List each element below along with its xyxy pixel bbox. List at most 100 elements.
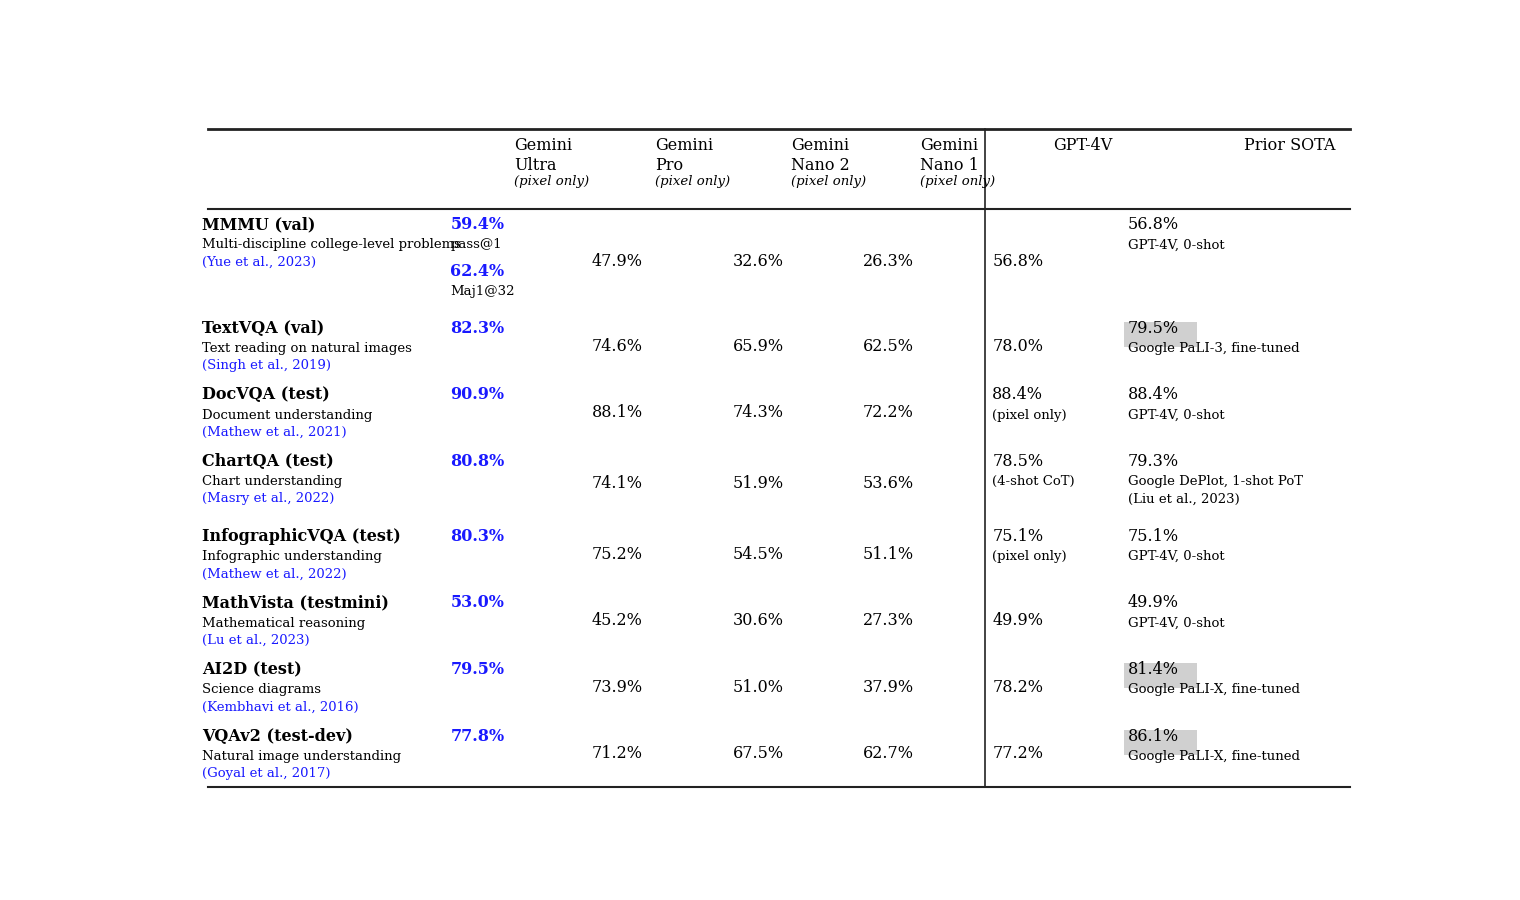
Text: Gemini
Ultra: Gemini Ultra <box>514 137 572 174</box>
Text: 78.2%: 78.2% <box>993 679 1043 696</box>
FancyBboxPatch shape <box>1125 663 1198 688</box>
Text: 72.2%: 72.2% <box>863 404 914 421</box>
Text: Gemini
Nano 2: Gemini Nano 2 <box>790 137 850 174</box>
Text: Mathematical reasoning: Mathematical reasoning <box>202 616 365 630</box>
Text: TextVQA (val): TextVQA (val) <box>202 320 324 337</box>
Text: (pixel only): (pixel only) <box>921 176 996 188</box>
Text: Infographic understanding: Infographic understanding <box>202 550 382 563</box>
Text: 51.0%: 51.0% <box>733 679 784 696</box>
Text: Gemini
Pro: Gemini Pro <box>655 137 713 174</box>
Text: 56.8%: 56.8% <box>993 253 1043 270</box>
Text: (pixel only): (pixel only) <box>655 176 731 188</box>
Text: 78.0%: 78.0% <box>993 338 1043 355</box>
Text: (Masry et al., 2022): (Masry et al., 2022) <box>202 492 334 506</box>
Text: 32.6%: 32.6% <box>733 253 784 270</box>
FancyBboxPatch shape <box>1125 322 1198 346</box>
Text: 75.1%: 75.1% <box>1128 528 1180 544</box>
Text: 67.5%: 67.5% <box>733 745 784 762</box>
Text: Science diagrams: Science diagrams <box>202 683 321 697</box>
Text: (Mathew et al., 2022): (Mathew et al., 2022) <box>202 567 347 580</box>
Text: 77.8%: 77.8% <box>450 727 505 744</box>
Text: 53.6%: 53.6% <box>863 475 914 492</box>
Text: 27.3%: 27.3% <box>863 612 914 629</box>
Text: 62.7%: 62.7% <box>863 745 914 762</box>
Text: ChartQA (test): ChartQA (test) <box>202 453 333 470</box>
Text: 51.1%: 51.1% <box>863 545 914 562</box>
Text: 79.5%: 79.5% <box>450 661 505 678</box>
Text: (pixel only): (pixel only) <box>993 550 1067 563</box>
FancyBboxPatch shape <box>1125 730 1198 754</box>
Text: 90.9%: 90.9% <box>450 386 505 403</box>
Text: Gemini
Nano 1: Gemini Nano 1 <box>921 137 979 174</box>
Text: 37.9%: 37.9% <box>863 679 914 696</box>
Text: 62.5%: 62.5% <box>863 338 914 355</box>
Text: (4-shot CoT): (4-shot CoT) <box>993 475 1075 488</box>
Text: GPT-4V, 0-shot: GPT-4V, 0-shot <box>1128 616 1224 630</box>
Text: (Liu et al., 2023): (Liu et al., 2023) <box>1128 492 1239 506</box>
Text: GPT-4V, 0-shot: GPT-4V, 0-shot <box>1128 409 1224 421</box>
Text: 47.9%: 47.9% <box>591 253 643 270</box>
Text: GPT-4V, 0-shot: GPT-4V, 0-shot <box>1128 238 1224 251</box>
Text: 51.9%: 51.9% <box>733 475 784 492</box>
Text: VQAv2 (test-dev): VQAv2 (test-dev) <box>202 727 353 744</box>
Text: (Lu et al., 2023): (Lu et al., 2023) <box>202 634 310 647</box>
Text: 56.8%: 56.8% <box>1128 216 1180 233</box>
Text: 80.8%: 80.8% <box>450 453 505 470</box>
Text: InfographicVQA (test): InfographicVQA (test) <box>202 528 401 544</box>
Text: Text reading on natural images: Text reading on natural images <box>202 342 412 356</box>
Text: 53.0%: 53.0% <box>450 595 505 611</box>
Text: Google PaLI-X, fine-tuned: Google PaLI-X, fine-tuned <box>1128 683 1300 697</box>
Text: Natural image understanding: Natural image understanding <box>202 750 401 762</box>
Text: (Singh et al., 2019): (Singh et al., 2019) <box>202 359 331 373</box>
Text: 73.9%: 73.9% <box>591 679 643 696</box>
Text: AI2D (test): AI2D (test) <box>202 661 301 678</box>
Text: 75.2%: 75.2% <box>591 545 643 562</box>
Text: GPT-4V, 0-shot: GPT-4V, 0-shot <box>1128 550 1224 563</box>
Text: 79.3%: 79.3% <box>1128 453 1180 470</box>
Text: 86.1%: 86.1% <box>1128 727 1180 744</box>
Text: 54.5%: 54.5% <box>733 545 784 562</box>
Text: (pixel only): (pixel only) <box>993 409 1067 421</box>
Text: MathVista (testmini): MathVista (testmini) <box>202 595 389 611</box>
Text: (Mathew et al., 2021): (Mathew et al., 2021) <box>202 426 347 439</box>
Text: (Yue et al., 2023): (Yue et al., 2023) <box>202 256 316 269</box>
Text: DocVQA (test): DocVQA (test) <box>202 386 330 403</box>
Text: 71.2%: 71.2% <box>591 745 643 762</box>
Text: (Kembhavi et al., 2016): (Kembhavi et al., 2016) <box>202 700 359 714</box>
Text: 78.5%: 78.5% <box>993 453 1043 470</box>
Text: 79.5%: 79.5% <box>1128 320 1180 337</box>
Text: Maj1@32: Maj1@32 <box>450 285 515 298</box>
Text: 74.3%: 74.3% <box>733 404 784 421</box>
Text: (Goyal et al., 2017): (Goyal et al., 2017) <box>202 767 330 780</box>
Text: 81.4%: 81.4% <box>1128 661 1178 678</box>
Text: 59.4%: 59.4% <box>450 216 505 233</box>
Text: (pixel only): (pixel only) <box>514 176 590 188</box>
Text: pass@1: pass@1 <box>450 238 502 251</box>
Text: MMMU (val): MMMU (val) <box>202 216 315 233</box>
Text: 88.1%: 88.1% <box>591 404 643 421</box>
Text: (pixel only): (pixel only) <box>790 176 866 188</box>
Text: Google PaLI-3, fine-tuned: Google PaLI-3, fine-tuned <box>1128 342 1300 356</box>
Text: 74.1%: 74.1% <box>591 475 643 492</box>
Text: Google PaLI-X, fine-tuned: Google PaLI-X, fine-tuned <box>1128 750 1300 762</box>
Text: GPT-4V: GPT-4V <box>1053 137 1113 154</box>
Text: 26.3%: 26.3% <box>863 253 914 270</box>
Text: 75.1%: 75.1% <box>993 528 1043 544</box>
Text: Document understanding: Document understanding <box>202 409 372 421</box>
Text: 65.9%: 65.9% <box>733 338 784 355</box>
Text: 88.4%: 88.4% <box>1128 386 1178 403</box>
Text: Google DePlot, 1-shot PoT: Google DePlot, 1-shot PoT <box>1128 475 1303 488</box>
Text: 77.2%: 77.2% <box>993 745 1043 762</box>
Text: Prior SOTA: Prior SOTA <box>1245 137 1336 154</box>
Text: 88.4%: 88.4% <box>993 386 1043 403</box>
Text: 30.6%: 30.6% <box>733 612 784 629</box>
Text: Chart understanding: Chart understanding <box>202 475 342 488</box>
Text: 45.2%: 45.2% <box>591 612 643 629</box>
Text: 62.4%: 62.4% <box>450 263 505 280</box>
Text: Multi-discipline college-level problems: Multi-discipline college-level problems <box>202 238 461 251</box>
Text: 80.3%: 80.3% <box>450 528 505 544</box>
Text: 49.9%: 49.9% <box>1128 595 1178 611</box>
Text: 49.9%: 49.9% <box>993 612 1043 629</box>
Text: 82.3%: 82.3% <box>450 320 505 337</box>
Text: 74.6%: 74.6% <box>591 338 643 355</box>
